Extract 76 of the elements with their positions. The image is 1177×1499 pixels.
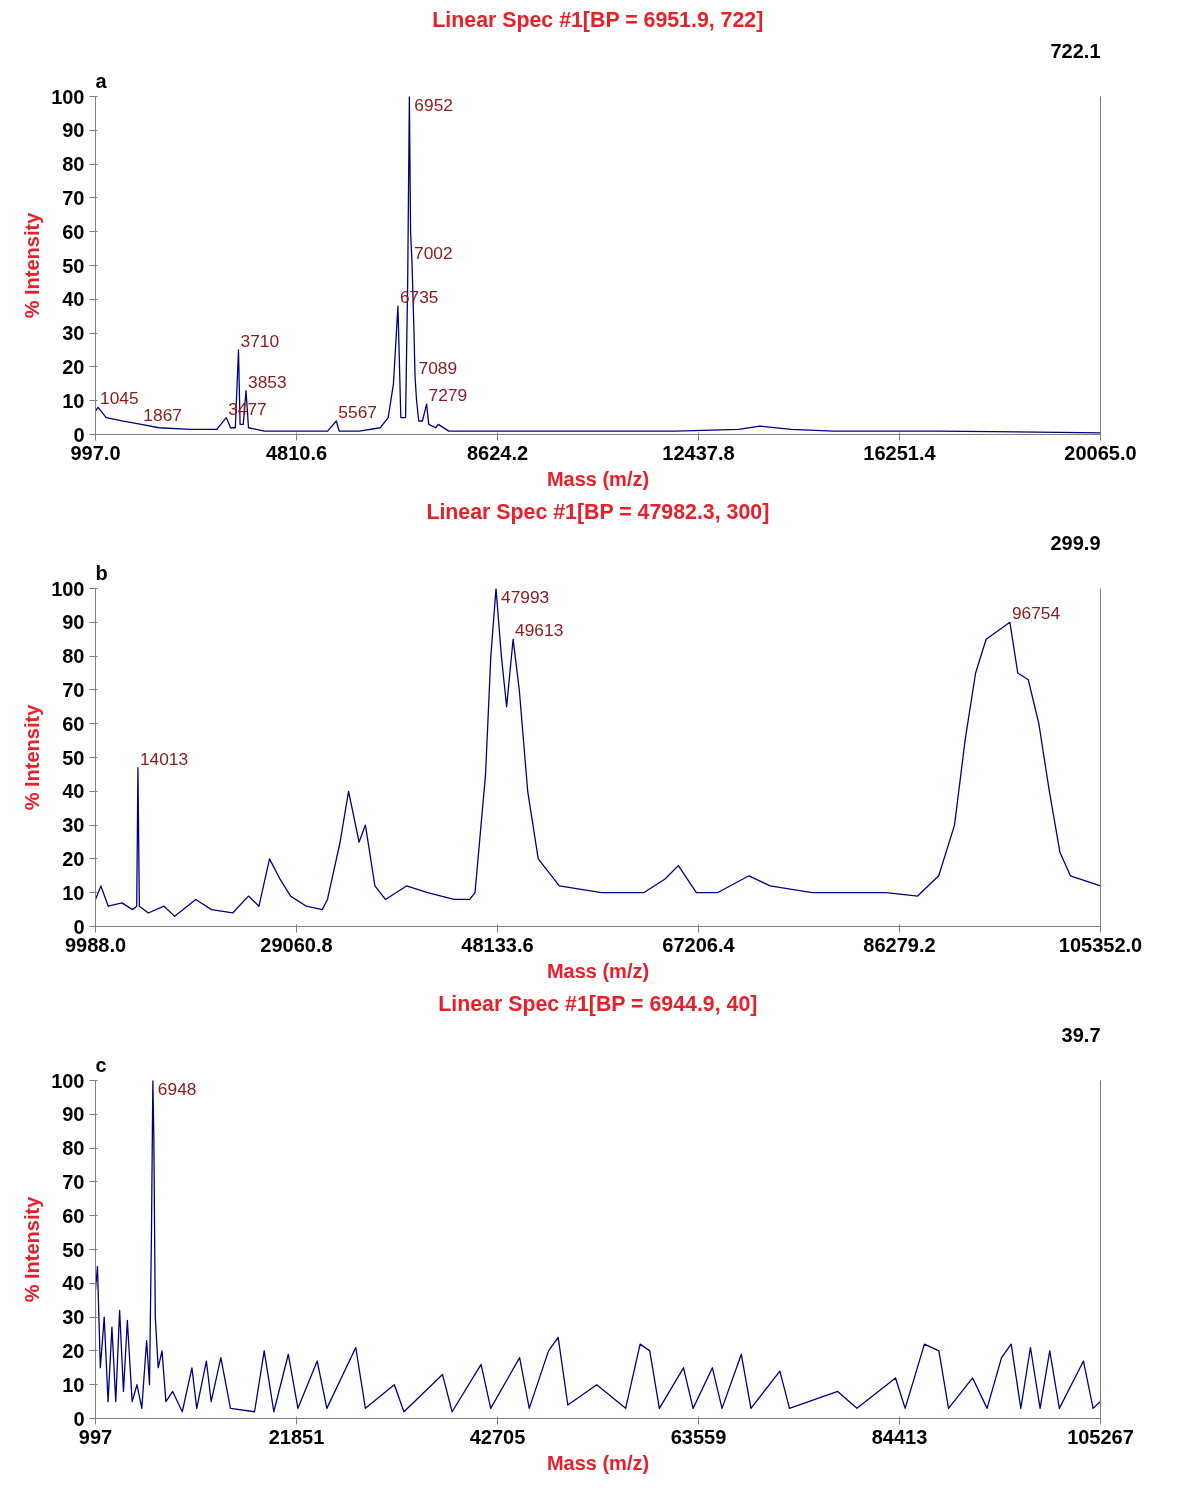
text: b bbox=[95, 561, 108, 584]
annotation: 47993 bbox=[501, 586, 550, 607]
line-series bbox=[95, 588, 1101, 918]
annotation: 6952 bbox=[414, 94, 453, 115]
y-tick-label: 50 bbox=[62, 746, 85, 769]
y-tick-label: 80 bbox=[62, 645, 85, 668]
x-tick-label: 21851 bbox=[268, 1425, 325, 1448]
y-tick-label: 50 bbox=[62, 1238, 85, 1261]
y-axis-title: % Intensity bbox=[21, 211, 44, 319]
y-axis-title: % Intensity bbox=[21, 703, 44, 811]
y-tick-label: 90 bbox=[62, 1103, 85, 1126]
annotation: 49613 bbox=[515, 620, 564, 641]
chart-title: Linear Spec #1[BP = 47982.3, 300] bbox=[426, 499, 770, 524]
text: c bbox=[95, 1053, 107, 1076]
y-tick-label: 20 bbox=[62, 847, 85, 870]
y-tick-label: 90 bbox=[62, 119, 85, 142]
x-tick-label: 67206.4 bbox=[662, 933, 736, 956]
y-tick-label: 100 bbox=[51, 1069, 85, 1092]
x-tick-label: 29060.8 bbox=[260, 933, 333, 956]
chart-title: Linear Spec #1[BP = 6951.9, 722] bbox=[432, 7, 764, 32]
x-tick-label: 105352.0 bbox=[1058, 933, 1143, 956]
chart-title: Linear Spec #1[BP = 6944.9, 40] bbox=[438, 991, 758, 1016]
y-tick-label: 10 bbox=[62, 1373, 85, 1396]
y-tick-label: 20 bbox=[62, 1339, 85, 1362]
x-tick-label: 84413 bbox=[871, 1425, 928, 1448]
y-tick-label: 100 bbox=[51, 85, 85, 108]
y-tick-label: 40 bbox=[62, 1272, 85, 1295]
y-axis-title: % Intensity bbox=[21, 1195, 44, 1303]
annotation: 96754 bbox=[1011, 603, 1061, 624]
y-tick-label: 10 bbox=[62, 389, 85, 412]
x-tick-label: 63559 bbox=[670, 1425, 727, 1448]
y-tick-label: 60 bbox=[62, 220, 85, 243]
x-tick-label: 8624.2 bbox=[466, 441, 529, 464]
x-tick-label: 86279.2 bbox=[863, 933, 936, 956]
y-tick-label: 90 bbox=[62, 611, 85, 634]
x-tick-label: 20065.0 bbox=[1064, 441, 1137, 464]
y-tick-label: 50 bbox=[62, 254, 85, 277]
annotation: 5567 bbox=[338, 401, 377, 422]
y-tick-label: 40 bbox=[62, 288, 85, 311]
x-tick-label: 48133.6 bbox=[461, 933, 534, 956]
x-tick-label: 42705 bbox=[469, 1425, 526, 1448]
y-tick-label: 70 bbox=[62, 186, 85, 209]
y-tick-label: 30 bbox=[62, 814, 85, 837]
x-tick-label: 16251.4 bbox=[863, 441, 937, 464]
x-axis-title: Mass (m/z) bbox=[546, 1451, 650, 1474]
text: a bbox=[95, 69, 108, 92]
text: 299.9 bbox=[1050, 531, 1101, 554]
y-tick-label: 30 bbox=[62, 322, 85, 345]
y-tick-label: 40 bbox=[62, 780, 85, 803]
annotation: 1867 bbox=[143, 405, 182, 426]
y-tick-label: 80 bbox=[62, 1137, 85, 1160]
annotation: 6948 bbox=[157, 1078, 197, 1099]
x-tick-label: 105267 bbox=[1067, 1425, 1134, 1448]
annotation: 1045 bbox=[100, 388, 139, 409]
text: 722.1 bbox=[1050, 39, 1101, 62]
y-tick-label: 70 bbox=[62, 678, 85, 701]
x-axis-title: Mass (m/z) bbox=[546, 467, 650, 490]
annotation: 7279 bbox=[428, 385, 468, 406]
y-tick-label: 10 bbox=[62, 881, 85, 904]
y-tick-label: 20 bbox=[62, 355, 85, 378]
annotation: 3710 bbox=[240, 331, 280, 351]
annotation: 3853 bbox=[248, 371, 287, 392]
x-tick-label: 4810.6 bbox=[265, 441, 328, 464]
x-tick-label: 12437.8 bbox=[662, 441, 735, 464]
y-tick-label: 100 bbox=[51, 577, 85, 600]
annotation: 7002 bbox=[414, 243, 453, 264]
y-tick-label: 80 bbox=[62, 153, 85, 176]
line-series bbox=[95, 1080, 1101, 1413]
x-axis-title: Mass (m/z) bbox=[546, 959, 650, 982]
y-tick-label: 70 bbox=[62, 1170, 85, 1193]
text: 39.7 bbox=[1061, 1023, 1101, 1046]
annotation: 14013 bbox=[139, 748, 189, 769]
y-tick-label: 60 bbox=[62, 712, 85, 735]
annotation: 7089 bbox=[418, 358, 458, 379]
y-tick-label: 60 bbox=[62, 1204, 85, 1227]
y-tick-label: 30 bbox=[62, 1306, 85, 1329]
